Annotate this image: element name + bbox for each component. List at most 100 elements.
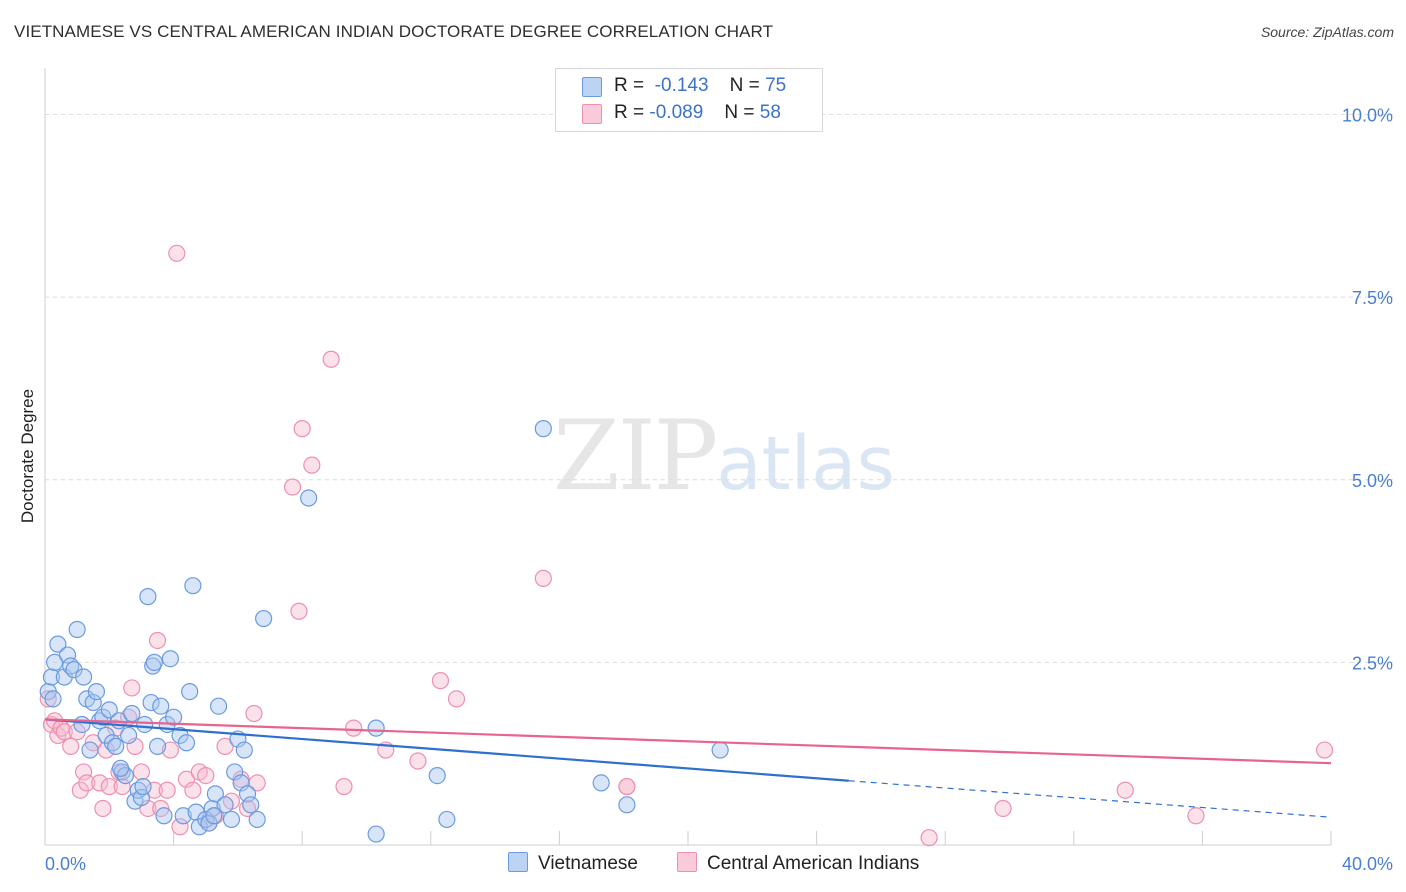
- source-label: Source: ZipAtlas.com: [1260, 24, 1394, 40]
- legend-r-label: R =: [614, 102, 645, 123]
- point-cai-27: [158, 781, 176, 799]
- point-vietnamese-51: [216, 796, 234, 814]
- legend-n-label: N =: [724, 102, 755, 123]
- point-cai-15: [100, 777, 118, 796]
- point-vietnamese-40: [174, 807, 192, 825]
- point-cai-46: [303, 456, 321, 474]
- legend-r-value: -0.089: [649, 102, 704, 123]
- point-cai-30: [171, 818, 189, 836]
- trend-lines: [44, 718, 1332, 818]
- point-cai-12: [91, 774, 109, 792]
- point-vietnamese-29: [139, 588, 157, 606]
- point-vietnamese-1: [42, 668, 61, 686]
- point-vietnamese-11: [81, 741, 99, 759]
- y-tick-label-3: 10.0%: [1342, 106, 1393, 126]
- legend-r-label: R =: [614, 75, 645, 96]
- point-vietnamese-43: [184, 577, 202, 595]
- point-cai-57: [1315, 741, 1334, 759]
- point-vietnamese-71: [73, 715, 91, 734]
- point-vietnamese-8: [68, 620, 86, 639]
- point-vietnamese-49: [206, 785, 224, 803]
- point-vietnamese-69: [711, 741, 729, 759]
- legend-text-cai: R = -0.089 N = 58: [614, 102, 781, 124]
- point-vietnamese-17: [100, 701, 118, 719]
- watermark-zip: ZIP: [553, 400, 718, 512]
- point-cai-20: [123, 679, 141, 697]
- point-vietnamese-32: [145, 653, 163, 671]
- trend-line-vietnamese-dashed: [848, 780, 1332, 818]
- y-tick-label-0: 2.5%: [1352, 653, 1393, 673]
- point-cai-0: [39, 690, 57, 708]
- point-vietnamese-65: [438, 810, 456, 829]
- bottom-legend-cai: Central American Indians: [677, 852, 919, 878]
- point-cai-49: [345, 719, 363, 737]
- point-vietnamese-63: [367, 825, 385, 843]
- point-cai-48: [335, 777, 353, 796]
- point-vietnamese-66: [534, 420, 552, 438]
- trend-line-cai: [44, 718, 1332, 765]
- point-vietnamese-50: [210, 697, 228, 715]
- chart-title: VIETNAMESE VS CENTRAL AMERICAN INDIAN DO…: [14, 22, 774, 41]
- point-cai-32: [184, 781, 202, 799]
- legend-n-label: N =: [729, 75, 760, 96]
- point-cai-13: [94, 799, 112, 818]
- point-vietnamese-34: [152, 697, 170, 715]
- y-tick-label-2: 7.5%: [1352, 288, 1393, 308]
- point-cai-47: [322, 350, 340, 368]
- point-vietnamese-37: [161, 650, 179, 668]
- point-vietnamese-28: [136, 715, 154, 734]
- point-cai-6: [62, 737, 80, 755]
- point-cai-59: [994, 799, 1012, 818]
- bottom-legend-vietnamese: Vietnamese: [508, 852, 638, 878]
- y-tick-label-1: 5.0%: [1352, 471, 1393, 491]
- point-cai-22: [132, 763, 151, 781]
- legend-swatch-cai: [582, 104, 602, 124]
- point-cai-34: [197, 767, 215, 785]
- point-vietnamese-27: [132, 788, 151, 807]
- point-cai-28: [161, 741, 179, 759]
- point-cai-9: [74, 763, 93, 781]
- point-vietnamese-64: [428, 767, 446, 785]
- point-vietnamese-3: [49, 635, 67, 653]
- point-vietnamese-24: [123, 704, 141, 723]
- point-cai-29: [168, 244, 186, 262]
- point-cai-37: [216, 737, 234, 755]
- point-vietnamese-23: [119, 726, 138, 745]
- point-vietnamese-33: [148, 737, 167, 755]
- point-vietnamese-13: [87, 682, 106, 701]
- point-cai-60: [1116, 781, 1134, 799]
- point-vietnamese-55: [232, 774, 250, 792]
- legend-n-value: 75: [765, 75, 787, 96]
- point-cai-23: [139, 799, 157, 818]
- point-cai-52: [431, 672, 450, 690]
- series-vietnamese: [39, 420, 729, 843]
- point-vietnamese-61: [300, 489, 318, 507]
- legend-n-value: 58: [759, 102, 781, 123]
- point-cai-5: [55, 723, 73, 741]
- point-vietnamese-72: [111, 759, 130, 777]
- point-cai-53: [447, 690, 466, 708]
- point-cai-56: [920, 829, 938, 847]
- point-cai-41: [245, 704, 263, 723]
- point-vietnamese-62: [367, 719, 385, 737]
- point-vietnamese-12: [84, 693, 102, 712]
- axes: [44, 68, 1332, 846]
- point-vietnamese-59: [248, 810, 266, 829]
- point-vietnamese-42: [181, 682, 199, 701]
- point-cai-61: [1187, 807, 1205, 825]
- point-vietnamese-74: [205, 807, 223, 825]
- point-vietnamese-2: [46, 653, 64, 671]
- point-cai-43: [283, 478, 302, 496]
- point-vietnamese-67: [592, 774, 610, 792]
- trend-line-vietnamese: [44, 718, 849, 782]
- point-vietnamese-57: [238, 785, 257, 803]
- point-cai-25: [148, 631, 167, 650]
- tick-labels: 2.5% 5.0% 7.5% 10.0% 0.0% 40.0%: [45, 106, 1393, 874]
- point-vietnamese-30: [142, 693, 160, 712]
- point-vietnamese-60: [255, 609, 273, 628]
- point-cai-45: [293, 420, 311, 438]
- point-vietnamese-9: [74, 668, 93, 686]
- point-vietnamese-53: [226, 763, 244, 781]
- point-cai-10: [78, 774, 96, 792]
- point-vietnamese-73: [134, 777, 152, 796]
